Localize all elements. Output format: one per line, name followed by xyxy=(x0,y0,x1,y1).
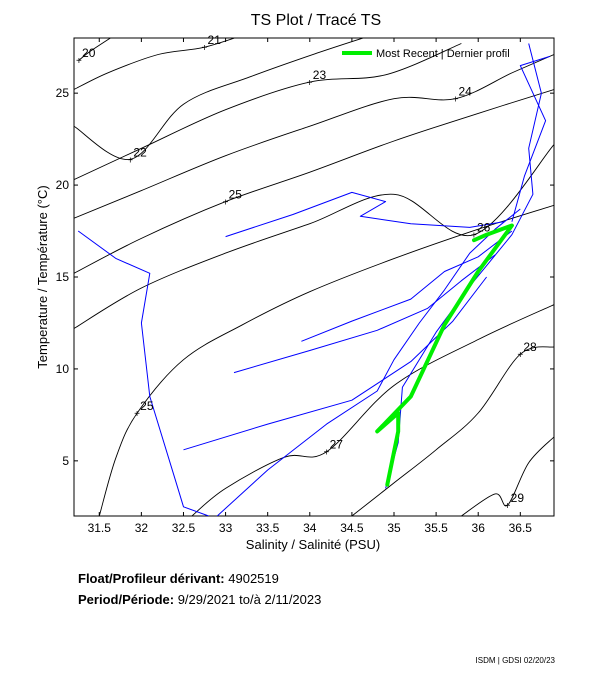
profile-track-0 xyxy=(77,230,209,516)
x-tick-label: 36 xyxy=(472,521,486,535)
isoline-21-1 xyxy=(74,38,236,90)
x-tick-label: 35.5 xyxy=(424,521,448,535)
isoline-label: 25 xyxy=(140,399,154,413)
isoline-marker: + xyxy=(307,78,313,89)
profile-track-7 xyxy=(511,55,550,222)
y-tick-label: 15 xyxy=(56,270,70,284)
isoline-marker: + xyxy=(471,231,477,242)
isoline-label: 27 xyxy=(330,438,344,452)
chart-title: TS Plot / Tracé TS xyxy=(251,12,381,29)
isoline-label: 21 xyxy=(208,33,222,47)
isoline-marker: + xyxy=(76,56,82,67)
period-info: Period/Période: 9/29/2021 to/à 2/11/2023 xyxy=(78,592,321,607)
period-label: Period/Période: xyxy=(78,592,175,607)
isoline-20-0 xyxy=(78,38,112,61)
profile-track-1 xyxy=(216,208,521,516)
isoline-25-5 xyxy=(74,89,554,274)
y-tick-label: 5 xyxy=(62,454,69,468)
isoline-label: 25 xyxy=(229,188,243,202)
isoline-label: 29 xyxy=(511,491,525,505)
isoline-26-6 xyxy=(74,144,554,329)
profile-track-3 xyxy=(301,230,513,342)
isoline-label: 20 xyxy=(82,46,96,60)
float-id: 4902519 xyxy=(228,571,279,586)
y-tick-label: 25 xyxy=(56,86,70,100)
isoline-marker: + xyxy=(505,501,511,512)
x-tick-label: 33.5 xyxy=(256,521,280,535)
isoline-label: 26 xyxy=(477,221,491,235)
legend-most-recent-label: Most Recent | Dernier profil xyxy=(376,48,510,60)
x-tick-label: 36.5 xyxy=(509,521,533,535)
legend: Most Recent | Dernier profil xyxy=(342,48,510,60)
profile-track-5 xyxy=(183,276,487,451)
isoline-28-9 xyxy=(351,346,554,516)
x-axis-label: Salinity / Salinité (PSU) xyxy=(246,537,380,552)
isoline-label: 24 xyxy=(458,85,472,99)
isoline-29-10 xyxy=(461,436,554,516)
isoline-22-2 xyxy=(74,38,365,160)
isoline-25-7 xyxy=(98,204,554,516)
isoline-label: 22 xyxy=(133,145,147,159)
plot-area xyxy=(73,37,555,517)
start-date: 9/29/2021 xyxy=(177,592,236,607)
float-info: Float/Profileur dérivant: 4902519 xyxy=(78,571,279,586)
isoline-marker: + xyxy=(202,43,208,54)
x-tick-label: 31.5 xyxy=(88,521,112,535)
isoline-marker: + xyxy=(223,198,229,209)
footer-credit: ISDM | GDSI 02/20/23 xyxy=(475,656,555,665)
isoline-marker: + xyxy=(134,409,140,420)
to-label: to/à xyxy=(239,592,261,607)
most-recent-profile xyxy=(375,223,514,487)
isoline-marker: + xyxy=(452,95,458,106)
isoline-marker: + xyxy=(127,155,133,166)
profile-track-4 xyxy=(233,254,496,374)
x-tick-label: 32.5 xyxy=(172,521,196,535)
y-tick-label: 20 xyxy=(56,178,70,192)
isoline-23-3 xyxy=(74,43,462,181)
isoline-24-4 xyxy=(74,54,554,219)
isoline-marker: + xyxy=(517,350,523,361)
profile-track-6 xyxy=(385,43,542,489)
x-tick-label: 32 xyxy=(135,521,149,535)
x-tick-label: 33 xyxy=(219,521,233,535)
float-label: Float/Profileur dérivant: xyxy=(78,571,225,586)
x-tick-label: 34.5 xyxy=(340,521,364,535)
profile-track-2 xyxy=(225,191,504,238)
isoline-27-8 xyxy=(191,304,554,516)
end-date: 2/11/2023 xyxy=(264,592,322,607)
y-axis-label: Temperature / Température (°C) xyxy=(35,185,50,368)
isoline-label: 23 xyxy=(313,68,327,82)
ts-plot-chart: TS Plot / Tracé TS +20 +21+22+23+24+25+26… xyxy=(35,12,555,552)
x-tick-label: 35 xyxy=(387,521,401,535)
isoline-marker: + xyxy=(324,448,330,459)
isoline-label: 28 xyxy=(523,340,537,354)
x-tick-label: 34 xyxy=(303,521,317,535)
y-tick-label: 10 xyxy=(56,362,70,376)
